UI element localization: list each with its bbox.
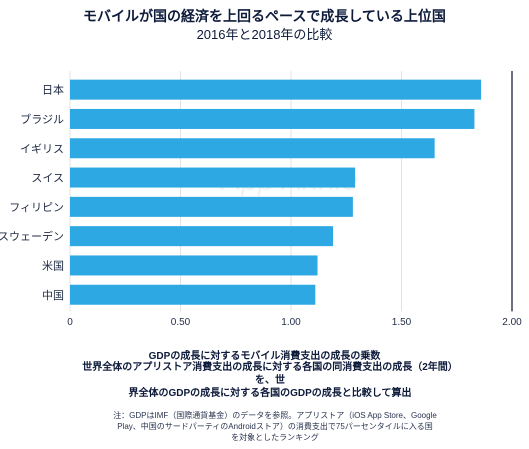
caption-title: GDPの成長に対するモバイル消費支出の成長の乗数 [148,351,381,362]
caption-line-2: 界全体のGDPの成長に対する各国のGDPの成長と比較して算出 [128,388,412,399]
bar [70,255,318,276]
bar [70,138,435,159]
bar [70,79,482,100]
y-tick-label: フィリピン [9,201,64,214]
y-tick-label: イギリス [20,142,64,155]
y-tick-label: 中国 [42,289,64,302]
bar [70,196,353,217]
x-tick-label: 2.00 [502,317,522,328]
bar [70,167,356,188]
footnote-line-1: 注：GDPはIMF（国際通貨基金）のデータを参照。アプリストア（iOS App … [113,411,437,420]
x-tick-label: 1.50 [392,317,412,328]
y-tick-label: スイス [31,173,64,185]
footnote: 注：GDPはIMF（国際通貨基金）のデータを参照。アプリストア（iOS App … [110,410,440,443]
x-tick-label: 1.00 [281,317,301,328]
caption-line-1: 世界全体のアプリストア消費支出の成長に対する各国の同消費支出の成長（2年間）を、… [82,362,458,386]
x-tick-label: 0.50 [171,317,191,328]
chart-title: モバイルが国の経済を上回るペースで成長している上位国 [83,8,446,24]
y-tick-label: スウェーデン [0,229,64,243]
footnote-line-2: Play、中国のサードパーティのAndroidストア）の消費支出で75パーセンタ… [117,422,433,431]
bar [70,108,475,129]
bar [70,226,333,247]
footnote-line-3: を対象としたランキング [231,433,319,442]
bar [70,284,316,305]
y-tick-label: ブラジル [20,112,64,126]
chart-subtitle: 2016年と2018年の比較 [196,27,333,42]
caption-body: 世界全体のアプリストア消費支出の成長に対する各国の同消費支出の成長（2年間）を、… [80,361,460,400]
y-tick-label: 日本 [42,83,64,97]
x-tick-label: 0 [67,317,73,328]
y-tick-label: 米国 [42,259,64,272]
